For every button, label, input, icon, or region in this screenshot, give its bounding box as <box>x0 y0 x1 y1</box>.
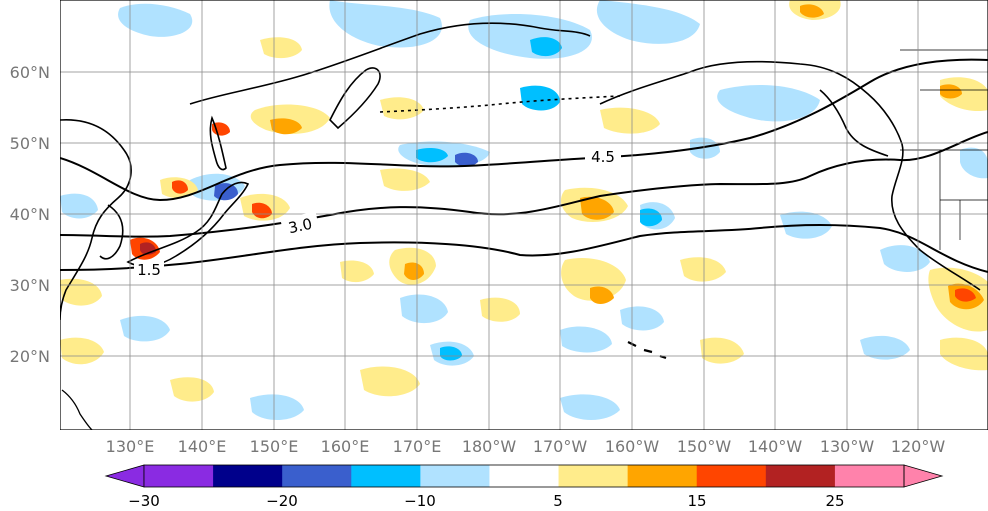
positive-anomaly-patches <box>60 0 988 402</box>
graticule <box>60 0 988 430</box>
lon-label-170w: 170°W <box>533 437 588 456</box>
colorbar-segment <box>489 465 560 487</box>
colorbar-extend-min <box>104 464 145 488</box>
contour-3.0 <box>60 131 988 238</box>
lon-label-120w: 120°W <box>891 437 946 456</box>
contour-label-4.5: 4.5 <box>591 148 615 166</box>
colorbar-segment <box>696 465 767 487</box>
longitude-axis: 130°E 140°E 150°E 160°E 170°E 180°W 170°… <box>106 437 946 456</box>
map-plot-area: 4.5 3.0 1.5 <box>60 0 988 430</box>
colorbar-segment <box>834 465 905 487</box>
colorbar-extend-max <box>903 464 944 488</box>
lon-label-140e: 140°E <box>178 437 227 456</box>
colorbar-segment <box>558 465 629 487</box>
colorbar-label-25: 25 <box>825 492 844 510</box>
colorbar-segment <box>213 465 283 487</box>
colorbar <box>104 464 944 488</box>
contour-4.5 <box>60 58 988 202</box>
colorbar-label-15: 15 <box>687 492 706 510</box>
colorbar-segment <box>282 465 352 487</box>
lon-label-150e: 150°E <box>250 437 299 456</box>
lon-label-130w: 130°W <box>820 437 875 456</box>
colorbar-segment <box>627 465 698 487</box>
kamchatka <box>329 67 381 130</box>
lon-label-150w: 150°W <box>677 437 732 456</box>
colorbar-segment <box>144 465 214 487</box>
contour-label-1.5: 1.5 <box>137 261 161 279</box>
colorbar-tick-labels: −30 −20 −10 5 15 25 <box>128 492 844 510</box>
aleutians <box>379 95 621 113</box>
lat-label-30: 30°N <box>10 276 50 295</box>
latitude-axis: 60°N 50°N 40°N 30°N 20°N <box>10 63 50 366</box>
colorbar-segment <box>351 465 421 487</box>
philippines <box>61 389 93 430</box>
contour-label-3.0: 3.0 <box>287 215 314 238</box>
lon-label-130e: 130°E <box>106 437 155 456</box>
lon-label-170e: 170°E <box>393 437 442 456</box>
lat-label-50: 50°N <box>10 134 50 153</box>
lon-label-140w: 140°W <box>748 437 803 456</box>
lon-label-160w: 160°W <box>605 437 660 456</box>
colorbar-label-minus30: −30 <box>128 492 160 510</box>
lon-label-180w: 180°W <box>462 437 517 456</box>
colorbar-segment <box>420 465 490 487</box>
lat-label-60: 60°N <box>10 63 50 82</box>
strong-negative-cores <box>416 37 662 361</box>
us-states <box>939 150 988 250</box>
lat-label-40: 40°N <box>10 205 50 224</box>
colorbar-frame <box>143 464 905 488</box>
lon-label-160e: 160°E <box>321 437 370 456</box>
colorbar-segment <box>765 465 836 487</box>
contour-label-group: 4.5 3.0 1.5 <box>134 146 621 279</box>
gulf-coast <box>819 89 889 157</box>
colorbar-label-5: 5 <box>553 492 563 510</box>
deep-negative-cores <box>214 152 478 201</box>
asia-coast <box>60 119 132 321</box>
colorbar-label-minus10: −10 <box>404 492 436 510</box>
japan-islands <box>126 181 250 268</box>
lat-label-20: 20°N <box>10 347 50 366</box>
siberia-coast <box>189 22 591 105</box>
colorbar-label-minus20: −20 <box>266 492 298 510</box>
sakhalin <box>209 115 227 171</box>
